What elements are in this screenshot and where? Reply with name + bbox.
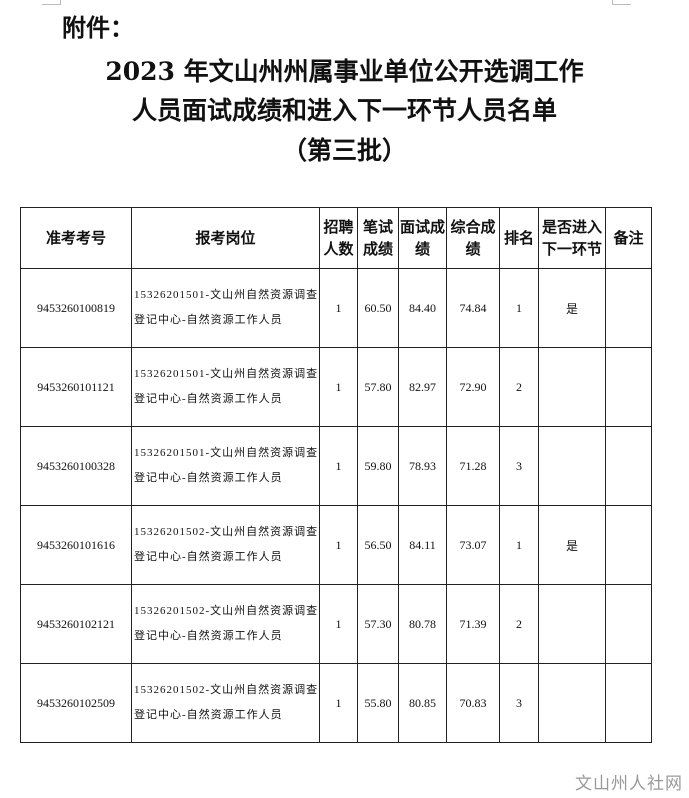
cell-advance: [538, 426, 606, 506]
cell-recruit-count: 1: [319, 584, 358, 664]
table-row: 9453260102121 15326201502-文山州自然资源调查登记中心-自…: [20, 584, 652, 664]
cell-interview-score: 82.97: [398, 347, 447, 427]
cell-interview-score: 84.40: [398, 268, 447, 348]
cell-rank: 1: [499, 505, 539, 585]
cell-advance: [538, 584, 606, 664]
document-title-line-3: （第三批）: [281, 136, 407, 165]
cell-remarks: [605, 268, 652, 348]
cell-exam-number: 9453260102509: [20, 663, 132, 743]
document-title-line-1: 2023 年文山州州属事业单位公开选调工作: [105, 57, 584, 86]
cell-position: 15326201502-文山州自然资源调查登记中心-自然资源工作人员: [131, 584, 320, 664]
cell-advance: 是: [538, 505, 606, 585]
cell-remarks: [605, 505, 652, 585]
cell-position: 15326201502-文山州自然资源调查登记中心-自然资源工作人员: [131, 505, 320, 585]
watermark: 文山州人社网: [575, 774, 683, 794]
cell-total-score: 71.39: [446, 584, 500, 664]
header-advance: 是否进入下一环节: [538, 207, 606, 269]
page-corner-mark: [42, 0, 61, 5]
cell-exam-number: 9453260100819: [20, 268, 132, 348]
cell-written-score: 59.80: [357, 426, 399, 506]
cell-total-score: 73.07: [446, 505, 500, 585]
table-row: 9453260100819 15326201501-文山州自然资源调查登记中心-自…: [20, 268, 652, 348]
cell-advance: [538, 347, 606, 427]
cell-position: 15326201501-文山州自然资源调查登记中心-自然资源工作人员: [131, 268, 320, 348]
cell-advance: [538, 663, 606, 743]
cell-remarks: [605, 347, 652, 427]
cell-interview-score: 80.85: [398, 663, 447, 743]
cell-remarks: [605, 426, 652, 506]
cell-rank: 1: [499, 268, 539, 348]
cell-rank: 2: [499, 584, 539, 664]
cell-total-score: 70.83: [446, 663, 500, 743]
cell-exam-number: 9453260101616: [20, 505, 132, 585]
header-position: 报考岗位: [131, 207, 320, 269]
cell-remarks: [605, 584, 652, 664]
cell-recruit-count: 1: [319, 347, 358, 427]
document-title-line-2: 人员面试成绩和进入下一环节人员名单: [131, 96, 557, 125]
cell-remarks: [605, 663, 652, 743]
header-recruit-count: 招聘人数: [319, 207, 358, 269]
cell-total-score: 72.90: [446, 347, 500, 427]
cell-recruit-count: 1: [319, 505, 358, 585]
cell-position: 15326201501-文山州自然资源调查登记中心-自然资源工作人员: [131, 347, 320, 427]
cell-total-score: 74.84: [446, 268, 500, 348]
page-corner-mark: [612, 0, 631, 5]
table-row: 9453260102509 15326201502-文山州自然资源调查登记中心-自…: [20, 663, 652, 743]
cell-exam-number: 9453260101121: [20, 347, 132, 427]
header-total-score: 综合成绩: [446, 207, 500, 269]
header-interview-score: 面试成绩: [398, 207, 447, 269]
cell-written-score: 57.80: [357, 347, 399, 427]
results-table: 准考考号 报考岗位 招聘人数 笔试成绩 面试成绩 综合成绩 排名 是否进入下一环节 备注 945…: [20, 207, 652, 743]
cell-written-score: 56.50: [357, 505, 399, 585]
header-written-score: 笔试成绩: [357, 207, 399, 269]
cell-advance: 是: [538, 268, 606, 348]
cell-written-score: 55.80: [357, 663, 399, 743]
cell-position: 15326201501-文山州自然资源调查登记中心-自然资源工作人员: [131, 426, 320, 506]
cell-written-score: 60.50: [357, 268, 399, 348]
table-row: 9453260101616 15326201502-文山州自然资源调查登记中心-自…: [20, 505, 652, 585]
cell-recruit-count: 1: [319, 268, 358, 348]
cell-interview-score: 78.93: [398, 426, 447, 506]
cell-total-score: 71.28: [446, 426, 500, 506]
table-row: 9453260101121 15326201501-文山州自然资源调查登记中心-自…: [20, 347, 652, 427]
cell-written-score: 57.30: [357, 584, 399, 664]
cell-rank: 2: [499, 347, 539, 427]
table-row: 9453260100328 15326201501-文山州自然资源调查登记中心-自…: [20, 426, 652, 506]
cell-recruit-count: 1: [319, 426, 358, 506]
cell-exam-number: 9453260100328: [20, 426, 132, 506]
header-remarks: 备注: [605, 207, 652, 269]
attachment-label: 附件：: [62, 13, 134, 42]
cell-interview-score: 84.11: [398, 505, 447, 585]
header-exam-number: 准考考号: [20, 207, 132, 269]
cell-exam-number: 9453260102121: [20, 584, 132, 664]
cell-position: 15326201502-文山州自然资源调查登记中心-自然资源工作人员: [131, 663, 320, 743]
cell-rank: 3: [499, 663, 539, 743]
cell-interview-score: 80.78: [398, 584, 447, 664]
cell-recruit-count: 1: [319, 663, 358, 743]
header-rank: 排名: [499, 207, 539, 269]
cell-rank: 3: [499, 426, 539, 506]
